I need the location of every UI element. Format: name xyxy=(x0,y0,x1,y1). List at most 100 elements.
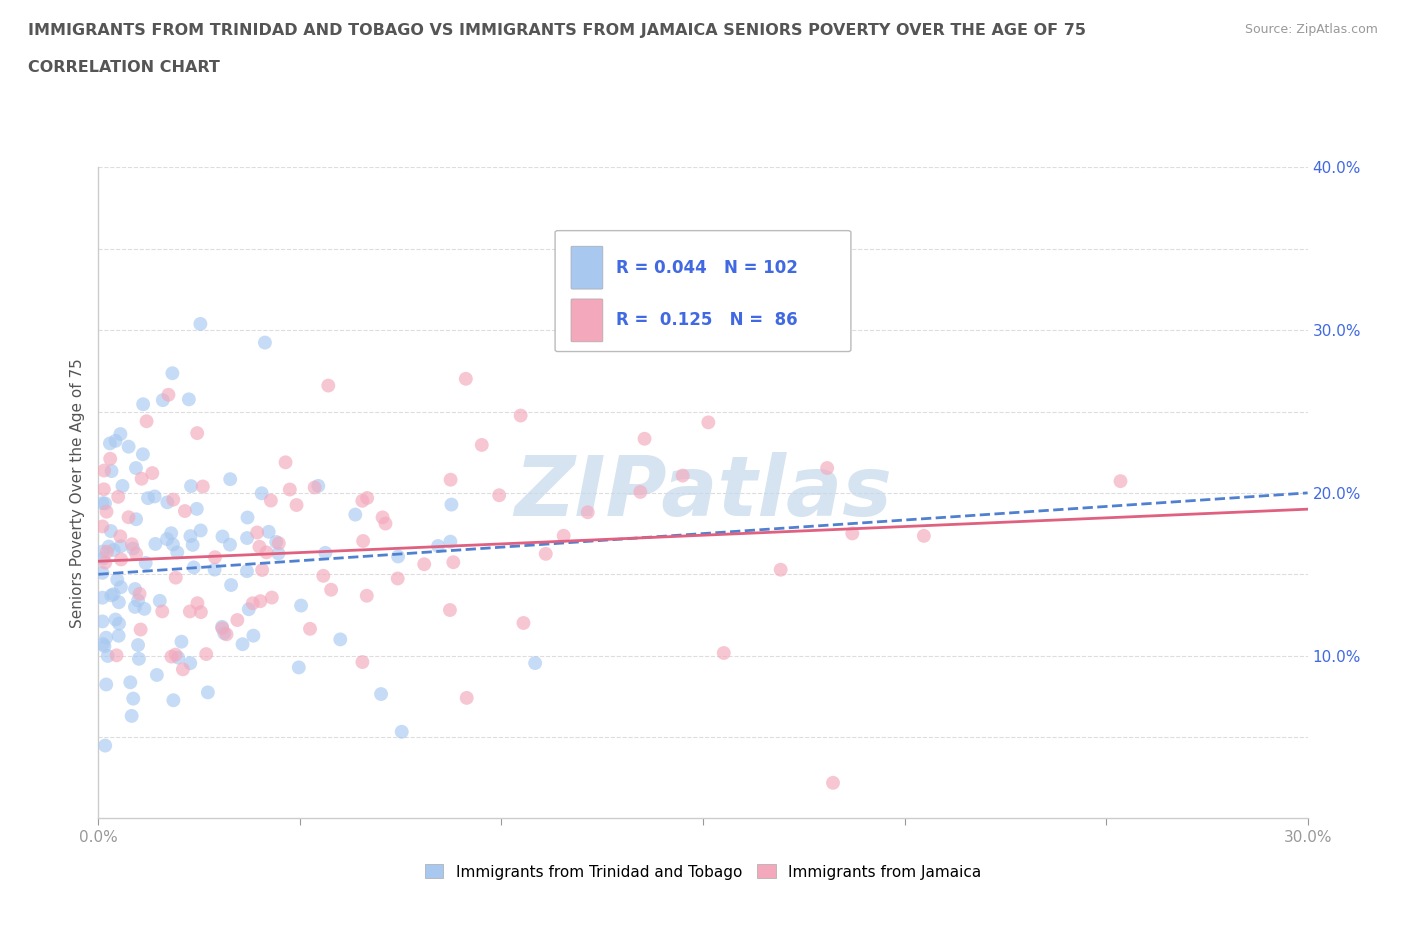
Point xyxy=(285,498,308,512)
Point xyxy=(298,621,321,636)
Point xyxy=(93,639,115,654)
Point xyxy=(769,563,792,578)
Point xyxy=(124,600,146,615)
Point xyxy=(103,587,125,602)
Point xyxy=(454,371,477,386)
Point xyxy=(98,436,121,451)
Point xyxy=(242,596,264,611)
Point xyxy=(391,724,413,739)
Point xyxy=(370,686,392,701)
Point xyxy=(413,557,436,572)
Point xyxy=(93,463,115,478)
Point xyxy=(633,432,655,446)
Text: R =  0.125   N =  86: R = 0.125 N = 86 xyxy=(616,312,797,329)
Point xyxy=(1109,473,1132,488)
Point xyxy=(236,531,259,546)
Point xyxy=(215,627,238,642)
Point xyxy=(264,535,287,550)
Point xyxy=(128,587,150,602)
Point xyxy=(456,690,478,705)
Point xyxy=(160,525,183,540)
Point xyxy=(107,629,129,644)
Point xyxy=(307,478,329,493)
Point xyxy=(288,660,311,675)
Point xyxy=(125,512,148,526)
Text: IMMIGRANTS FROM TRINIDAD AND TOBAGO VS IMMIGRANTS FROM JAMAICA SENIORS POVERTY O: IMMIGRANTS FROM TRINIDAD AND TOBAGO VS I… xyxy=(28,23,1085,38)
Point xyxy=(91,565,114,580)
Point xyxy=(150,604,173,618)
Point xyxy=(160,649,183,664)
Point xyxy=(107,489,129,504)
Point xyxy=(186,596,208,611)
Point xyxy=(110,427,132,442)
Point xyxy=(127,593,149,608)
Point xyxy=(100,524,122,538)
Point xyxy=(104,433,127,448)
Text: ZIPatlas: ZIPatlas xyxy=(515,452,891,534)
Point xyxy=(290,598,312,613)
Point xyxy=(576,505,599,520)
Point xyxy=(96,631,118,645)
Point xyxy=(121,537,143,551)
Point xyxy=(512,616,534,631)
Point xyxy=(165,570,187,585)
Y-axis label: Seniors Poverty Over the Age of 75: Seniors Poverty Over the Age of 75 xyxy=(70,358,86,628)
Point xyxy=(108,617,131,631)
Point xyxy=(356,589,378,604)
Point xyxy=(167,650,190,665)
Point xyxy=(103,542,125,557)
Point xyxy=(100,588,122,603)
Point xyxy=(143,489,166,504)
Point xyxy=(162,365,184,380)
Point xyxy=(96,677,118,692)
Point xyxy=(125,460,148,475)
Point xyxy=(179,656,201,671)
Text: Source: ZipAtlas.com: Source: ZipAtlas.com xyxy=(1244,23,1378,36)
Point xyxy=(713,645,735,660)
Point xyxy=(219,472,242,486)
Point xyxy=(91,551,114,565)
Point xyxy=(267,536,290,551)
Point xyxy=(173,504,195,519)
Point xyxy=(179,528,201,543)
Point xyxy=(162,537,184,551)
Point xyxy=(124,581,146,596)
Point xyxy=(672,468,695,483)
Point xyxy=(232,637,254,652)
Point xyxy=(117,510,139,525)
Point xyxy=(97,648,120,663)
Point xyxy=(162,693,184,708)
Point xyxy=(96,544,118,559)
Point xyxy=(697,415,720,430)
Point xyxy=(321,582,343,597)
Point xyxy=(250,563,273,578)
Point xyxy=(344,507,367,522)
Point xyxy=(257,525,280,539)
Point xyxy=(236,564,259,578)
Point xyxy=(250,485,273,500)
Point xyxy=(314,545,336,560)
Point xyxy=(91,496,114,511)
Point xyxy=(122,541,145,556)
Point xyxy=(219,578,242,592)
Point xyxy=(186,501,208,516)
Point xyxy=(165,647,187,662)
Point xyxy=(141,466,163,481)
Point xyxy=(122,691,145,706)
Point xyxy=(352,655,374,670)
Point xyxy=(841,526,863,541)
Point xyxy=(509,408,531,423)
Point xyxy=(439,472,461,487)
Point xyxy=(179,604,201,618)
Point xyxy=(186,426,208,441)
Point xyxy=(628,485,651,499)
Point xyxy=(204,550,226,565)
Point xyxy=(134,602,156,617)
Point xyxy=(427,538,450,553)
Point xyxy=(132,397,155,412)
Point xyxy=(304,480,326,495)
Text: R = 0.044   N = 102: R = 0.044 N = 102 xyxy=(616,259,797,276)
Point xyxy=(110,529,132,544)
Point xyxy=(135,414,157,429)
Point xyxy=(94,496,117,511)
